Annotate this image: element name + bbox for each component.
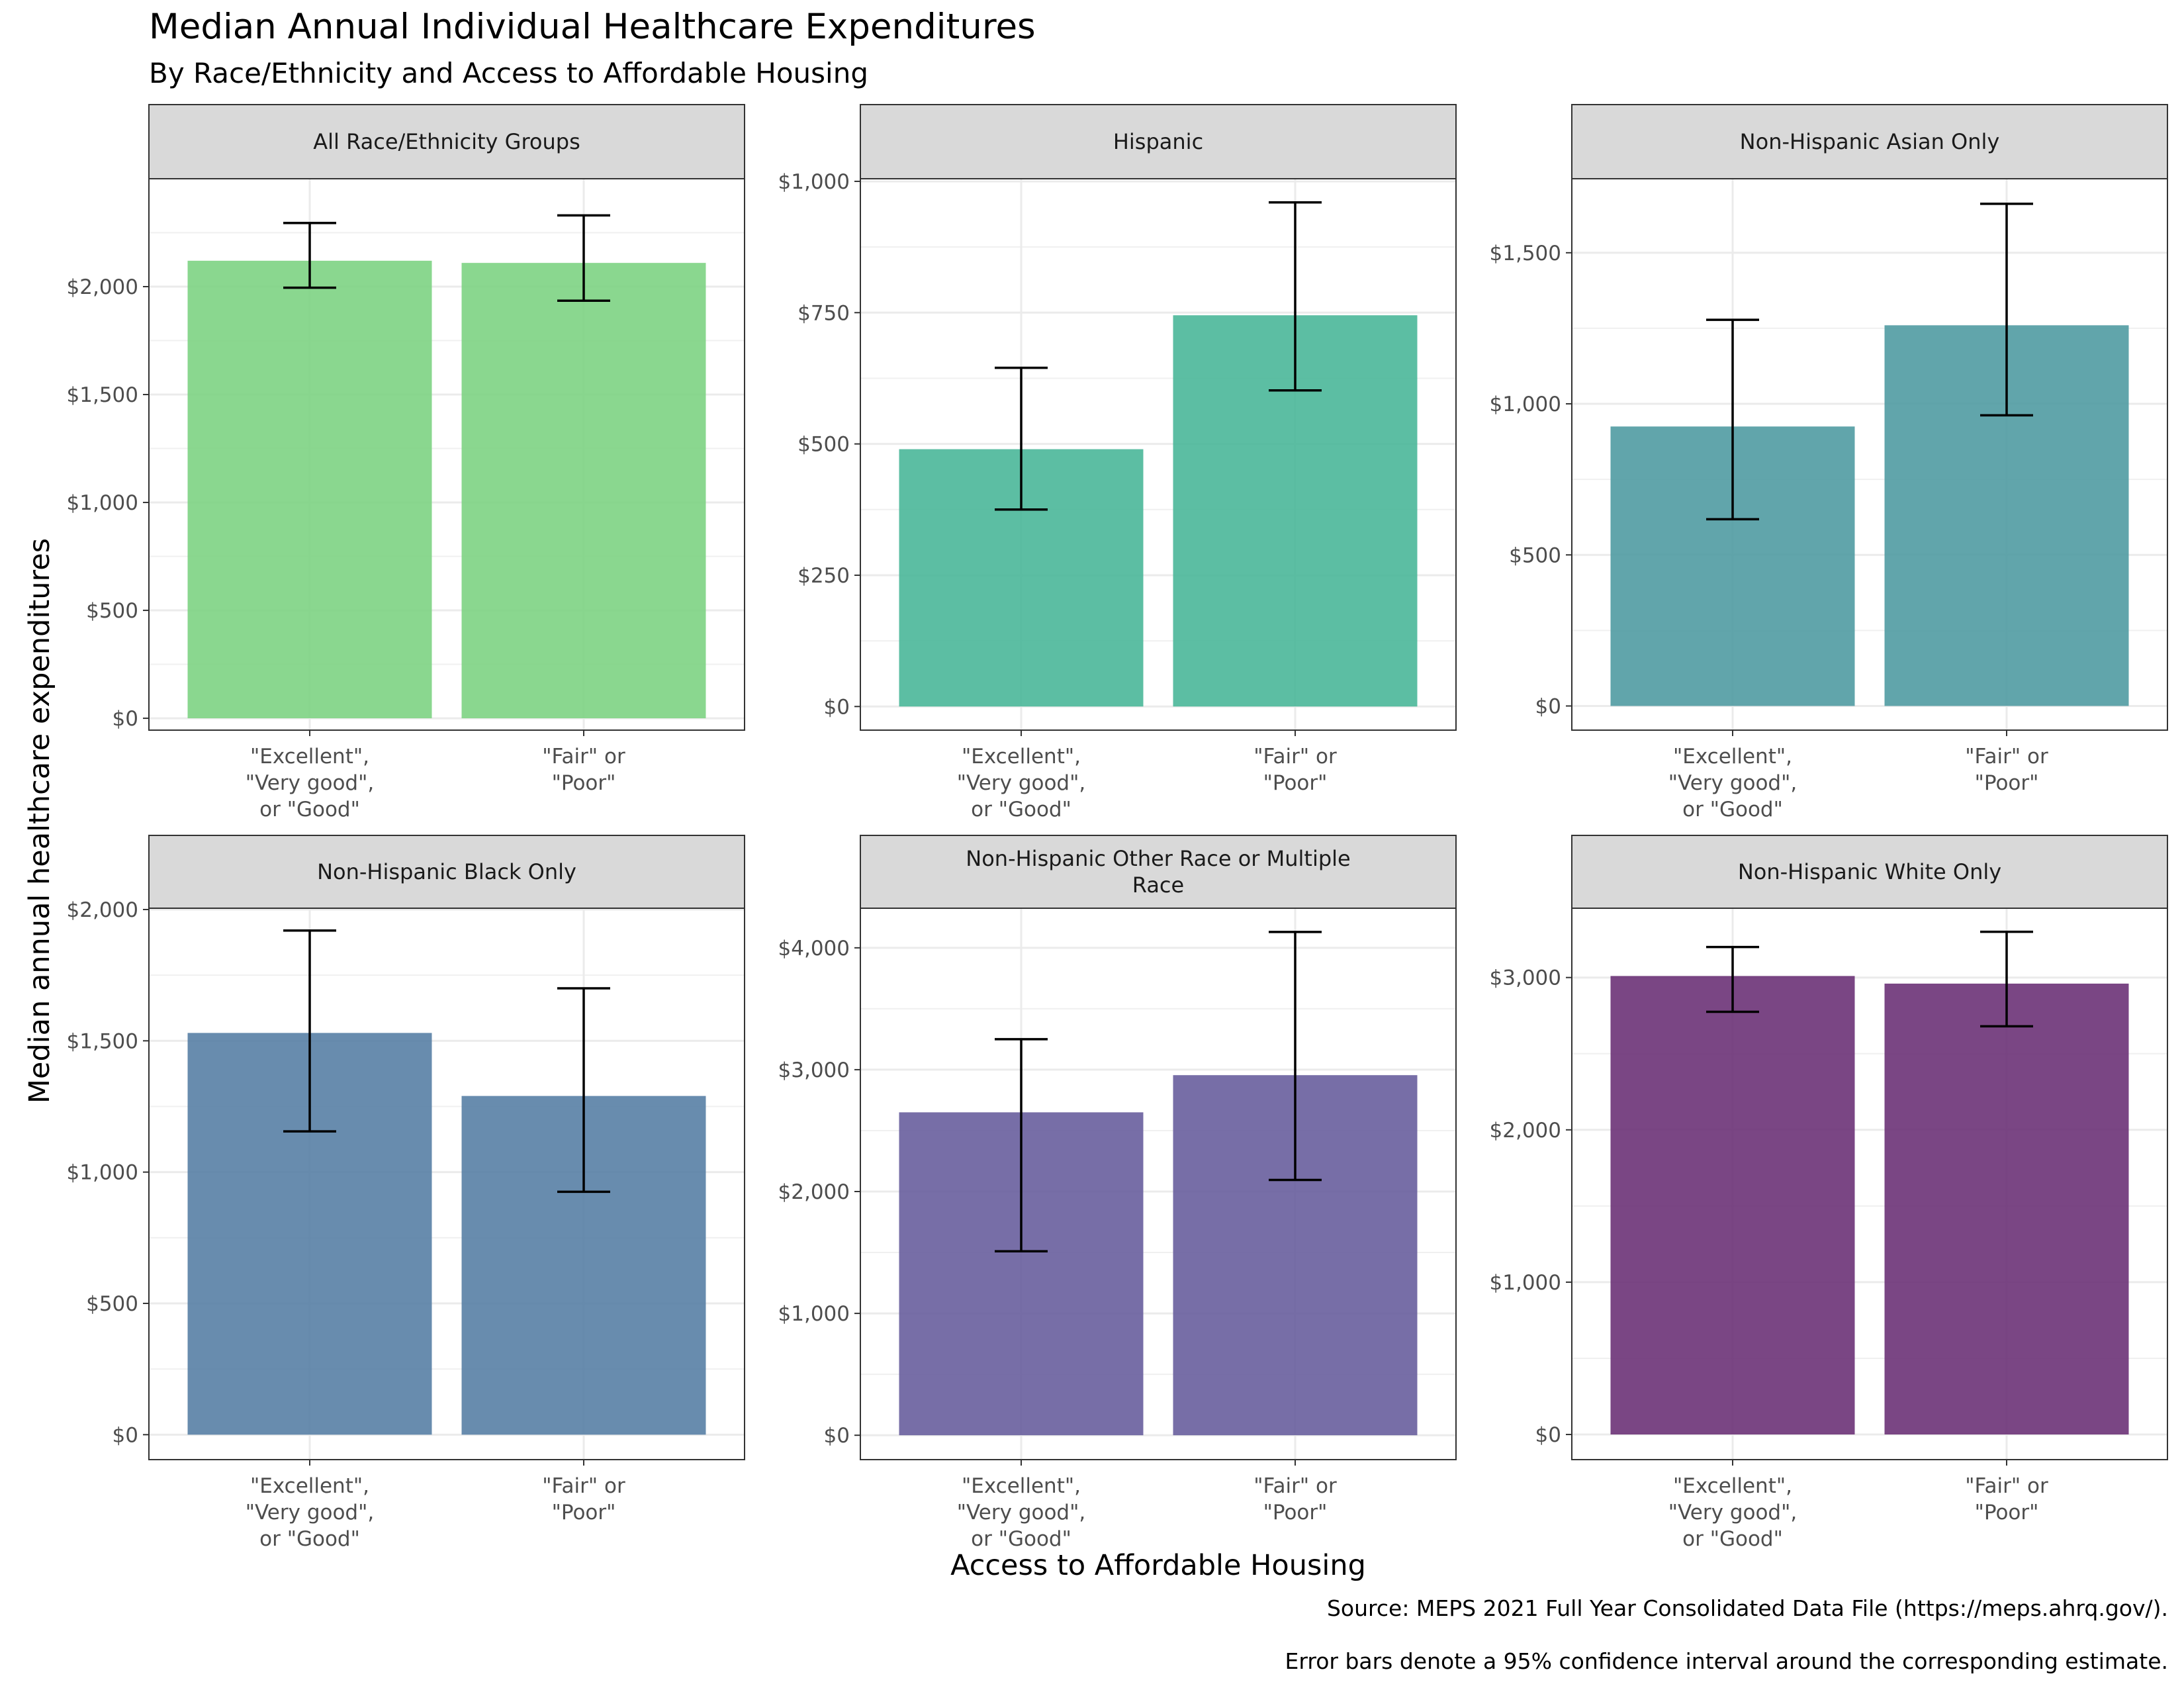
- facet-strip-label: Hispanic: [1113, 129, 1203, 154]
- y-tick-label: $1,000: [67, 1161, 138, 1185]
- y-tick-label: $500: [797, 433, 850, 457]
- chart-title: Median Annual Individual Healthcare Expe…: [149, 7, 1036, 47]
- x-tick-label: "Excellent", "Very good", or "Good": [246, 1474, 374, 1551]
- facet-panel: Non-Hispanic White Only $0 $1,000 $2,000 $3,…: [1490, 835, 2168, 1551]
- y-tick-label: $1,500: [1490, 242, 1561, 265]
- y-tick-label: $0: [113, 707, 138, 731]
- y-tick-label: $0: [1535, 1423, 1561, 1447]
- y-tick-label: $4,000: [778, 937, 850, 961]
- panel-border: [860, 908, 1457, 1460]
- y-tick-label: $1,000: [778, 170, 850, 194]
- facet-strip: [860, 104, 1457, 179]
- y-tick-label: $3,000: [1490, 966, 1561, 990]
- chart-subtitle: By Race/Ethnicity and Access to Affordab…: [149, 57, 868, 89]
- y-tick-label: $500: [1509, 543, 1561, 567]
- y-tick-label: $1,000: [67, 491, 138, 515]
- x-tick-label: "Fair" or "Poor": [1965, 1474, 2048, 1524]
- facet-strip-label: Non-Hispanic Asian Only: [1740, 129, 2000, 154]
- y-tick-label: $500: [86, 599, 138, 623]
- x-tick-label: "Fair" or "Poor": [1965, 745, 2048, 795]
- bar: [187, 260, 432, 719]
- y-tick-label: $3,000: [778, 1058, 850, 1082]
- y-tick-label: $750: [797, 301, 850, 325]
- facet-panel: Non-Hispanic Asian Only $0 $500 $1,000 $1,50…: [1490, 104, 2168, 821]
- y-tick-label: $1,500: [67, 1029, 138, 1053]
- panel-border: [860, 178, 1457, 731]
- facet-strip-label: Non-Hispanic White Only: [1738, 859, 2001, 884]
- bar: [1884, 983, 2129, 1435]
- y-tick-label: $0: [1535, 694, 1561, 718]
- facet-strip: [1571, 104, 2168, 179]
- facet-strip: [148, 835, 745, 909]
- facet-panel: All Race/Ethnicity Groups $0 $500 $1,000 $1,…: [67, 104, 745, 821]
- bar: [1610, 976, 1855, 1435]
- y-tick-label: $2,000: [67, 898, 138, 922]
- error-bar-caption: Error bars denote a 95% confidence inter…: [1285, 1648, 2168, 1674]
- bar: [461, 263, 706, 719]
- y-tick-label: $1,500: [67, 383, 138, 407]
- facet-strip-label: Non-Hispanic Other Race or Multiple Race: [966, 846, 1350, 898]
- y-tick-label: $250: [797, 564, 850, 588]
- x-tick-label: "Excellent", "Very good", or "Good": [1668, 1474, 1797, 1551]
- y-tick-label: $1,000: [1490, 1271, 1561, 1295]
- y-tick-label: $2,000: [67, 275, 138, 299]
- panel-border: [148, 908, 745, 1460]
- facet-strip-label: All Race/Ethnicity Groups: [313, 129, 580, 154]
- x-tick-label: "Fair" or "Poor": [1253, 745, 1337, 795]
- x-tick-label: "Fair" or "Poor": [542, 745, 625, 795]
- panel-border: [1571, 908, 2168, 1460]
- x-tick-label: "Excellent", "Very good", or "Good": [1668, 745, 1797, 821]
- y-tick-label: $2,000: [778, 1180, 850, 1204]
- y-tick-label: $500: [86, 1292, 138, 1316]
- panel-border: [148, 178, 745, 731]
- y-tick-label: $1,000: [778, 1302, 850, 1326]
- y-tick-label: $2,000: [1490, 1119, 1561, 1143]
- y-tick-label: $0: [824, 1424, 850, 1448]
- y-tick-label: $0: [113, 1423, 138, 1447]
- facet-strip: [1571, 835, 2168, 909]
- x-axis-label: Access to Affordable Housing: [950, 1549, 1366, 1582]
- x-tick-label: "Excellent", "Very good", or "Good": [957, 1474, 1085, 1551]
- source-caption: Source: MEPS 2021 Full Year Consolidated…: [1326, 1595, 2168, 1621]
- x-tick-label: "Fair" or "Poor": [542, 1474, 625, 1524]
- x-tick-label: "Excellent", "Very good", or "Good": [957, 745, 1085, 821]
- facet-strip: [860, 835, 1457, 909]
- y-tick-label: $1,000: [1490, 393, 1561, 416]
- y-tick-label: $0: [824, 695, 850, 719]
- facet-strip-label: Non-Hispanic Black Only: [317, 859, 576, 884]
- facet-panel: Non-Hispanic Other Race or Multiple Race $…: [778, 835, 1457, 1551]
- facet-panel: Hispanic $0 $250 $500 $750 $1,000 "Excellent",…: [778, 104, 1457, 821]
- x-tick-label: "Fair" or "Poor": [1253, 1474, 1337, 1524]
- panel-border: [1571, 178, 2168, 731]
- facet-panel: Non-Hispanic Black Only $0 $500 $1,000 $1,50…: [67, 835, 745, 1551]
- x-tick-label: "Excellent", "Very good", or "Good": [246, 745, 374, 821]
